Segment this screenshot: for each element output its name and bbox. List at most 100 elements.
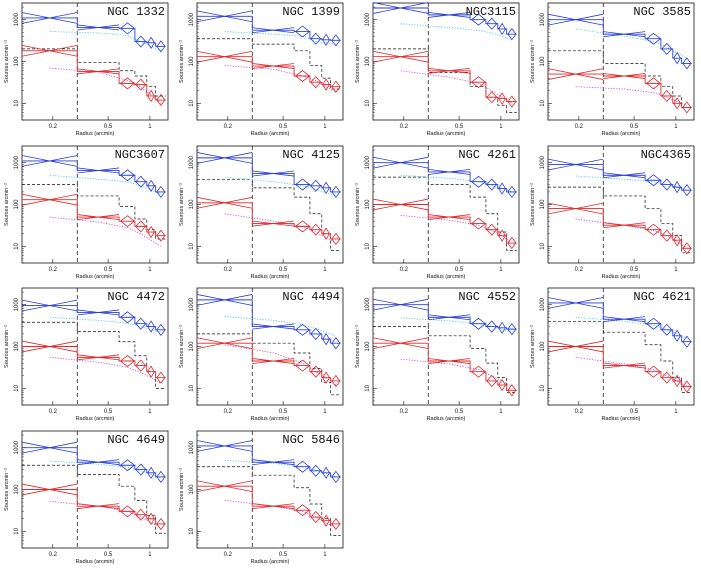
red-error-envelope [197, 479, 253, 492]
black-model-step [197, 465, 341, 536]
chart-panel: 0.2 0.5 1 10 100 1000 Radius (arcmin) Sources a… [526, 285, 701, 427]
black-model-step [372, 326, 517, 393]
x-tick-label: 1 [148, 409, 152, 415]
y-tick-label: 10 [14, 384, 20, 391]
blue-error-diamond [645, 173, 661, 186]
blue-data-step [22, 305, 166, 331]
blue-error-diamond [672, 329, 681, 343]
blue-error-diamond [682, 183, 692, 196]
x-tick-label: 0.5 [630, 124, 639, 130]
red-error-envelope [372, 198, 428, 210]
panel-svg: 0.2 0.5 1 10 100 1000 Radius (arcmin) Sources a… [355, 287, 519, 422]
x-tick-label: 0.5 [104, 552, 113, 558]
y-tick-label: 100 [365, 341, 371, 352]
y-tick-label: 100 [365, 198, 371, 209]
black-model-step [547, 320, 692, 393]
black-model-step [372, 48, 517, 113]
red-error-diamond [147, 225, 155, 238]
red-error-diamond [672, 97, 681, 110]
cyan-model-curve [49, 174, 162, 194]
panel-title: NGC 4494 [283, 290, 341, 304]
y-tick-label: 100 [540, 56, 546, 67]
red-error-diamond [147, 89, 155, 103]
red-error-diamond [119, 77, 136, 90]
blue-data-step [547, 163, 692, 191]
x-tick-label: 1 [499, 409, 503, 415]
x-axis-label: Radius (arcmin) [251, 131, 290, 137]
red-error-envelope [602, 221, 645, 228]
blue-error-envelope [602, 31, 645, 38]
magenta-model-curve [49, 356, 162, 384]
chart-panel: 0.2 0.5 1 10 100 1000 Radius (arcmin) Sources a… [526, 0, 701, 142]
red-error-envelope [197, 50, 253, 63]
y-tick-label: 10 [365, 99, 371, 106]
y-axis-label: Sources arcmin⁻² [530, 325, 536, 368]
red-error-envelope [547, 68, 604, 80]
blue-error-diamond [322, 466, 331, 479]
y-tick-label: 10 [540, 242, 546, 249]
x-tick-label: 1 [148, 124, 152, 130]
magenta-model-curve [224, 65, 337, 94]
red-error-diamond [331, 232, 341, 245]
y-tick-label: 100 [365, 56, 371, 67]
x-tick-label: 0.5 [454, 267, 463, 273]
y-axis-label: Sources arcmin⁻² [4, 40, 10, 83]
blue-error-envelope [21, 299, 78, 312]
red-error-envelope [21, 193, 78, 206]
red-data-step [547, 73, 692, 108]
x-axis-label: Radius (arcmin) [426, 131, 465, 137]
x-tick-label: 0.2 [399, 124, 408, 130]
blue-error-diamond [661, 177, 673, 191]
y-tick-label: 100 [14, 483, 20, 494]
x-axis-label: Radius (arcmin) [601, 131, 640, 137]
x-tick-label: 0.2 [49, 124, 58, 130]
y-tick-label: 1000 [540, 297, 546, 311]
x-tick-label: 0.5 [104, 267, 113, 273]
panel-svg: 0.2 0.5 1 10 100 1000 Radius (arcmin) Sources a… [4, 430, 169, 565]
black-model-step [22, 464, 166, 534]
magenta-model-curve [49, 67, 162, 104]
red-error-diamond [331, 80, 341, 93]
x-tick-label: 0.2 [49, 409, 58, 415]
y-axis-label: Sources arcmin⁻² [179, 467, 185, 510]
red-error-diamond [310, 510, 322, 523]
red-error-diamond [156, 229, 166, 242]
panel-title: NGC 1332 [107, 5, 165, 19]
blue-error-diamond [497, 22, 506, 36]
cyan-model-curve [224, 31, 337, 45]
red-error-diamond [295, 219, 311, 232]
cyan-model-curve [49, 460, 162, 478]
blue-error-diamond [322, 332, 331, 346]
y-tick-label: 1000 [365, 12, 371, 26]
blue-error-envelope [547, 297, 604, 309]
blue-error-envelope [602, 171, 645, 178]
blue-error-diamond [135, 462, 147, 476]
blue-data-step [547, 302, 692, 343]
red-error-diamond [322, 78, 331, 91]
blue-error-envelope [197, 439, 253, 452]
blue-error-envelope [197, 151, 253, 164]
blue-data-step [372, 304, 517, 330]
cyan-model-curve [400, 23, 512, 41]
cyan-model-curve [400, 317, 512, 333]
red-error-diamond [322, 371, 331, 384]
red-error-diamond [506, 384, 516, 397]
magenta-model-curve [400, 214, 512, 243]
y-tick-label: 10 [540, 384, 546, 391]
blue-data-step [197, 156, 341, 192]
red-error-diamond [331, 374, 341, 388]
red-error-diamond [506, 95, 516, 108]
red-error-envelope [427, 213, 470, 220]
plot-frame [196, 145, 344, 263]
black-model-step [197, 38, 341, 90]
blue-error-envelope [77, 24, 120, 31]
red-data-step [547, 346, 692, 388]
blue-error-diamond [119, 168, 136, 181]
panel-title: NGC3115 [465, 5, 515, 19]
red-error-envelope [602, 362, 645, 369]
blue-error-diamond [310, 32, 322, 45]
red-error-diamond [672, 233, 681, 246]
y-tick-label: 10 [14, 527, 20, 534]
blue-data-step [372, 7, 517, 35]
red-data-step [372, 56, 517, 103]
